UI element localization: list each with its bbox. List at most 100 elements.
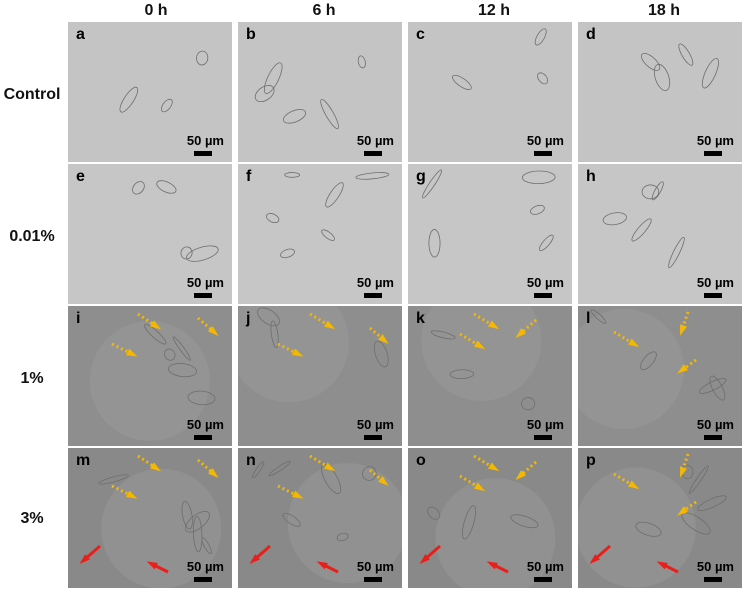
cell-outline — [196, 50, 209, 66]
cell-outline — [427, 506, 441, 520]
scale-bar-label: 50 µm — [526, 559, 564, 574]
panel-letter-k: k — [416, 310, 425, 327]
yellow-arrow-shaft — [309, 312, 331, 328]
red-arrow-head — [146, 561, 158, 570]
cell-outline — [641, 52, 661, 71]
scale-bar — [194, 293, 212, 298]
cell-image-l — [578, 309, 727, 430]
cell-outline — [641, 184, 660, 200]
yellow-arrow-head — [474, 482, 486, 492]
cell-outline — [336, 532, 349, 542]
scale-bar — [194, 577, 212, 582]
cell-outline — [428, 229, 441, 258]
cell-outline — [539, 234, 554, 251]
column-header-6h: 6 h — [312, 2, 336, 19]
cell-outline — [180, 246, 193, 260]
yellow-arrow-head — [324, 320, 336, 330]
cell-outline — [186, 245, 219, 262]
cell-outline — [98, 474, 129, 485]
row-label-control: Control — [3, 86, 61, 103]
scale-bar-label: 50 µm — [356, 275, 394, 290]
cell-outline — [698, 378, 727, 394]
cell-image-j — [238, 306, 389, 403]
micrograph-panel-i: i 50 µm — [68, 306, 232, 446]
scale-bar — [704, 293, 722, 298]
panel-letter-m: m — [76, 452, 91, 469]
cell-outline — [357, 55, 366, 69]
cell-outline — [602, 212, 627, 226]
cell-image-g — [422, 169, 556, 258]
cell-outline — [449, 369, 475, 379]
panel-letter-b: b — [246, 26, 256, 43]
yellow-arrow-head — [515, 328, 526, 338]
scale-bar-label: 50 µm — [526, 417, 564, 432]
panel-letter-e: e — [76, 168, 85, 185]
scale-bar — [364, 151, 382, 156]
column-header-0h: 0 h — [144, 2, 168, 19]
micrograph-panel-g: g 50 µm — [408, 164, 572, 304]
scale-bar-label: 50 µm — [526, 275, 564, 290]
micrograph-panel-d: d 50 µm — [578, 22, 742, 162]
micrograph-panel-m: m 50 µm — [68, 448, 232, 588]
cell-outline — [164, 348, 176, 361]
yellow-arrow-shaft — [519, 460, 537, 478]
scale-bar-label: 50 µm — [696, 133, 734, 148]
micrograph-panel-j: j 50 µm — [238, 306, 402, 446]
scale-bar-label: 50 µm — [356, 133, 394, 148]
yellow-arrow-head — [324, 462, 336, 472]
yellow-arrow-head — [292, 348, 304, 357]
cell-outline — [282, 512, 301, 527]
yellow-arrow-head — [677, 364, 688, 374]
panel-letter-d: d — [586, 26, 596, 43]
yellow-arrow-shaft — [137, 312, 157, 328]
yellow-arrow-shaft — [519, 318, 537, 336]
scale-bar — [704, 151, 722, 156]
cell-image-a — [119, 50, 209, 113]
yellow-arrow-head — [488, 462, 500, 472]
cell-outline — [168, 363, 197, 378]
cell-outline — [355, 172, 390, 180]
red-arrow-head — [249, 554, 260, 564]
micrograph-panel-b: b 50 µm — [238, 22, 402, 162]
yellow-arrow-head — [150, 320, 161, 330]
cell-image-m — [79, 454, 222, 588]
scale-bar — [534, 293, 552, 298]
scale-bar — [534, 435, 552, 440]
cell-image-k — [421, 306, 542, 411]
red-arrow-head — [316, 561, 328, 570]
scale-bar — [534, 577, 552, 582]
micrograph-panel-f: f 50 µm — [238, 164, 402, 304]
red-arrow-head — [79, 554, 90, 564]
scale-bar — [704, 577, 722, 582]
cell-outline — [321, 229, 335, 241]
cell-outline — [172, 336, 192, 361]
cell-outline — [266, 213, 280, 224]
cell-outline — [631, 218, 652, 242]
cell-outline — [185, 510, 210, 533]
cell-outline — [156, 180, 177, 194]
cell-outline — [653, 63, 671, 91]
yellow-arrow-shaft — [459, 474, 481, 490]
panel-letter-c: c — [416, 26, 425, 43]
yellow-arrow-head — [488, 320, 500, 330]
micrograph-panel-e: e 50 µm — [68, 164, 232, 304]
cell-outline — [697, 495, 727, 511]
yellow-arrow-shaft — [613, 330, 635, 346]
cell-outline — [132, 181, 145, 195]
cell-outline — [144, 323, 167, 345]
scale-bar-label: 50 µm — [186, 417, 224, 432]
micrograph-panel-n: n 50 µm — [238, 448, 402, 588]
cell-outline — [283, 109, 307, 124]
cell-image-n — [249, 454, 402, 584]
cell-outline — [709, 375, 726, 401]
cell-outline — [187, 390, 216, 406]
yellow-arrow-shaft — [277, 484, 299, 498]
red-arrow-head — [486, 561, 498, 570]
yellow-arrow-shaft — [459, 332, 481, 348]
scale-bar — [704, 435, 722, 440]
cell-outline — [635, 521, 662, 537]
cell-outline — [254, 85, 275, 103]
yellow-arrow-head — [126, 348, 138, 357]
cell-outline — [325, 182, 344, 208]
row-label-3-percent: 3% — [20, 510, 44, 527]
